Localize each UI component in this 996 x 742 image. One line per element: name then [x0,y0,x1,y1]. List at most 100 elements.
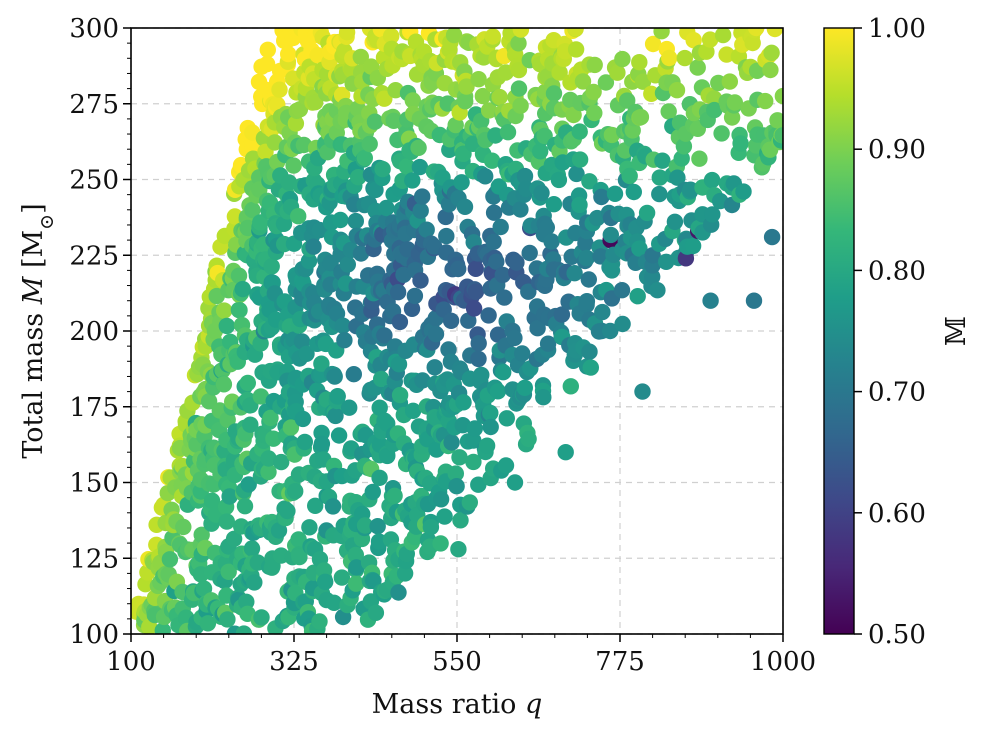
data-point [348,559,365,576]
data-point [383,28,400,45]
data-point [562,378,579,395]
data-point [338,28,356,41]
data-point [634,73,652,90]
data-point [391,313,409,331]
x-tick-label: 325 [269,647,319,677]
data-point [220,563,237,580]
data-point [466,420,483,437]
data-point [356,517,374,534]
data-point [512,28,530,38]
data-point [161,551,179,568]
data-point [602,226,619,244]
data-point [271,81,288,98]
data-point [234,280,251,298]
points-layer [131,28,783,634]
colorbar [823,27,855,635]
data-point [367,604,385,621]
data-point [285,157,302,174]
x-tick-label: 1000 [750,647,816,677]
data-point [290,531,307,548]
data-point [445,28,463,44]
data-point [270,522,288,539]
data-point [703,171,721,189]
data-point [550,171,568,189]
data-point [631,54,648,71]
data-point [367,181,384,199]
data-point [654,152,671,169]
data-point [345,366,362,383]
data-point [482,418,499,436]
data-point [480,102,498,119]
data-point [613,282,631,299]
data-point [262,409,279,427]
data-point [506,329,523,347]
data-point [568,165,585,183]
data-point [387,82,404,99]
data-point [581,343,598,360]
data-point [514,345,531,362]
data-point [769,112,783,129]
data-point [199,615,217,632]
data-point [629,288,646,305]
data-point [706,101,723,119]
data-point [373,370,390,388]
data-point [470,335,487,352]
data-point [488,253,505,270]
data-point [243,540,261,557]
data-point [470,350,487,368]
data-point [621,167,638,185]
data-point [326,368,343,385]
data-point [404,402,422,419]
data-point [389,284,407,301]
data-point [520,283,537,300]
data-point [532,143,549,160]
data-point [305,238,322,255]
data-point [293,333,311,350]
data-point [313,435,331,452]
data-point [347,546,364,564]
x-tick-label: 100 [106,647,156,677]
data-point [467,283,485,300]
data-point [702,292,719,309]
data-point [336,332,353,349]
data-point [329,388,346,405]
colorbar-label: 𝕄 [941,316,972,346]
data-point [496,289,513,306]
data-point [427,325,445,343]
data-point [332,211,349,229]
data-point [465,453,482,471]
data-point [516,167,534,185]
data-point [510,80,528,97]
data-point [328,305,346,322]
data-point [609,64,626,81]
data-point [483,152,501,169]
data-point [291,101,309,118]
data-point [577,235,594,252]
data-point [455,394,472,411]
data-point [606,185,624,202]
data-point [437,208,454,226]
data-point [684,237,702,255]
data-point [510,35,527,52]
data-point [520,430,537,448]
data-point [412,202,429,219]
data-point [412,272,429,289]
data-point [643,85,660,103]
colorbar-tick-label: 0.50 [868,620,926,650]
data-point [567,28,584,37]
data-point [460,312,477,329]
data-point [260,463,277,481]
data-point [376,90,393,107]
data-point [763,228,781,246]
data-point [371,469,388,486]
data-point [521,244,538,262]
data-point [175,518,192,536]
data-point [763,44,780,61]
data-point [675,138,693,155]
data-point [499,124,517,141]
data-point [301,519,318,536]
data-point [473,366,490,384]
data-point [489,383,507,400]
